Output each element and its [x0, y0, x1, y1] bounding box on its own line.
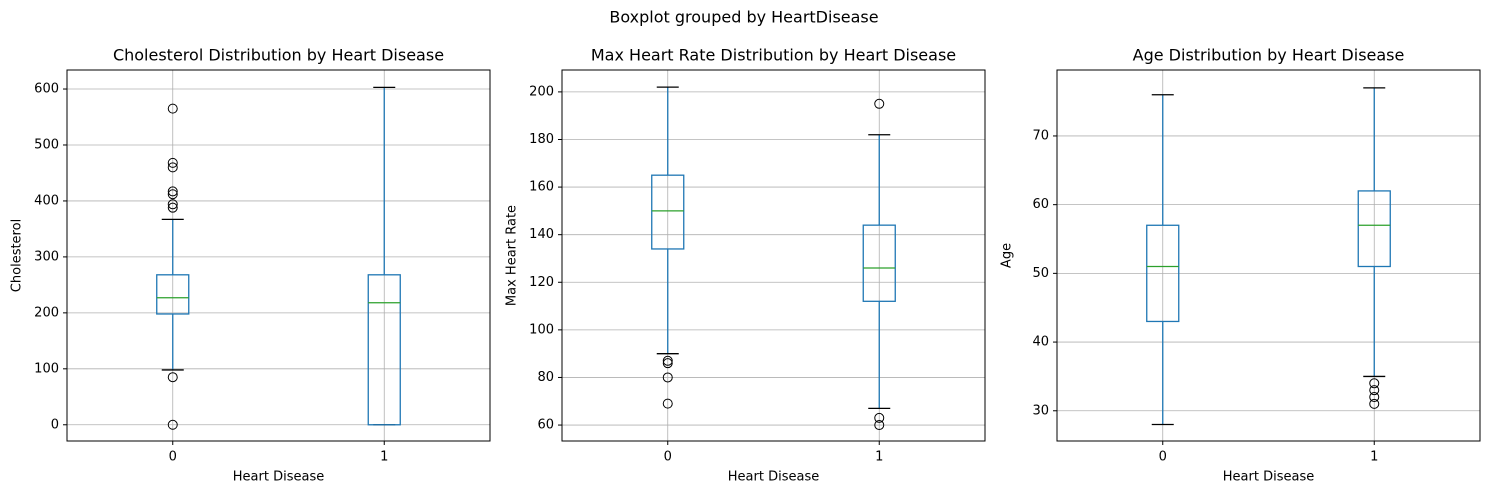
y-tick-label: 400 [34, 193, 59, 208]
flier [662, 358, 673, 369]
box [367, 274, 401, 426]
x-axis-label: Heart Disease [728, 470, 819, 485]
subplot-title: Max Heart Rate Distribution by Heart Dis… [591, 46, 956, 65]
x-tick-label: 0 [664, 450, 672, 465]
y-axis-label: Cholesterol [10, 219, 25, 292]
flier [1369, 392, 1380, 403]
axes-frame [561, 69, 986, 442]
flier [874, 98, 885, 109]
flier [167, 162, 178, 173]
x-tick-label: 1 [875, 450, 883, 465]
y-tick-label: 40 [1032, 335, 1049, 350]
x-tick-label: 1 [380, 450, 388, 465]
subplot-title: Age Distribution by Heart Disease [1133, 46, 1405, 65]
flier [874, 420, 885, 431]
flier [1369, 385, 1380, 396]
flier [662, 355, 673, 366]
y-tick-label: 100 [34, 361, 59, 376]
flier [662, 398, 673, 409]
flier [167, 372, 178, 383]
axes-frame [66, 69, 491, 442]
x-axis-label: Heart Disease [1223, 470, 1314, 485]
axes-frame [1056, 69, 1481, 442]
y-axis-label: Age [1000, 243, 1015, 268]
subplot: 30 40 50 60 70 0 1 Age Distribution by Heart Di… [1000, 46, 1481, 485]
y-tick-label: 180 [529, 132, 554, 147]
y-tick-label: 200 [34, 305, 59, 320]
flier [167, 199, 178, 210]
x-tick-label: 0 [169, 450, 177, 465]
subplot-title: Cholesterol Distribution by Heart Diseas… [113, 46, 444, 65]
y-tick-label: 120 [529, 275, 554, 290]
figure-title: Boxplot grouped by HeartDisease [609, 8, 878, 27]
y-tick-label: 160 [529, 180, 554, 195]
y-tick-label: 60 [1032, 197, 1049, 212]
box [156, 274, 190, 315]
flier [167, 189, 178, 200]
flier [874, 412, 885, 423]
y-tick-label: 0 [51, 417, 59, 432]
flier [167, 186, 178, 197]
subplot: 60 80 100 120 140 160 180 200 0 1 Max Heart Rate D… [505, 46, 986, 485]
y-tick-label: 140 [529, 227, 554, 242]
x-tick-label: 0 [1159, 450, 1167, 465]
y-tick-label: 70 [1032, 128, 1049, 143]
flier [167, 157, 178, 168]
y-tick-label: 60 [537, 418, 554, 433]
box [862, 224, 896, 302]
flier [662, 372, 673, 383]
flier [167, 419, 178, 430]
y-tick-label: 200 [529, 84, 554, 99]
box [651, 174, 685, 250]
box [1146, 224, 1180, 323]
flier [1369, 398, 1380, 409]
y-tick-label: 300 [34, 249, 59, 264]
y-tick-label: 600 [34, 82, 59, 97]
box [1357, 190, 1391, 268]
x-axis-label: Heart Disease [233, 470, 324, 485]
y-axis-label: Max Heart Rate [505, 205, 520, 306]
subplot: 0 100 200 300 400 500 600 0 1 Cholesterol Distrib… [10, 46, 491, 485]
flier [167, 103, 178, 114]
y-tick-label: 50 [1032, 266, 1049, 281]
y-tick-label: 80 [537, 370, 554, 385]
y-tick-label: 30 [1032, 403, 1049, 418]
y-tick-label: 100 [529, 322, 554, 337]
flier [1369, 378, 1380, 389]
flier [167, 202, 178, 213]
x-tick-label: 1 [1370, 450, 1378, 465]
y-tick-label: 500 [34, 137, 59, 152]
